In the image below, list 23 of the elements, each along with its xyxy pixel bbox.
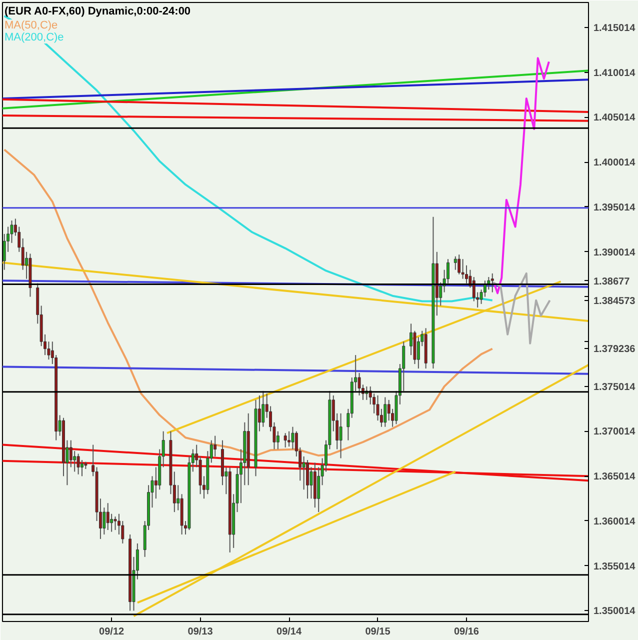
y-tick-label: 1.38677 [594, 276, 630, 288]
y-tick-label: 1.384573 [594, 296, 636, 308]
x-tick-label: 09/13 [188, 626, 214, 638]
y-tick-label: 1.360014 [594, 516, 636, 528]
x-tick-label: 09/16 [454, 626, 480, 638]
x-tick-label: 09/15 [365, 626, 391, 638]
series-label: MA(200,C)e [4, 32, 64, 44]
y-tick-label: 1.355014 [594, 561, 636, 572]
y-tick-label: 1.375014 [594, 382, 636, 393]
y-tick-label: 1.400014 [594, 158, 636, 169]
x-tick-label: 09/12 [99, 626, 125, 638]
y-tick-label: 1.415014 [594, 22, 636, 34]
text: MA(50,C)e [4, 20, 58, 32]
y-tick-label: 1.395014 [594, 202, 636, 214]
y-tick-label: 1.390014 [594, 247, 636, 258]
chart-title: (EUR A0-FX,60) Dynamic,0:00-24:00 [4, 6, 191, 18]
y-tick-label: 1.350014 [594, 606, 636, 618]
y-tick-label: 1.410014 [594, 68, 636, 79]
y-tick-label: 1.370014 [594, 426, 636, 438]
y-tick-label: 1.379236 [594, 344, 636, 355]
x-tick-label: 09/14 [276, 626, 302, 638]
y-tick-label: 1.405014 [594, 112, 636, 124]
y-tick-label: 1.365014 [594, 472, 636, 483]
